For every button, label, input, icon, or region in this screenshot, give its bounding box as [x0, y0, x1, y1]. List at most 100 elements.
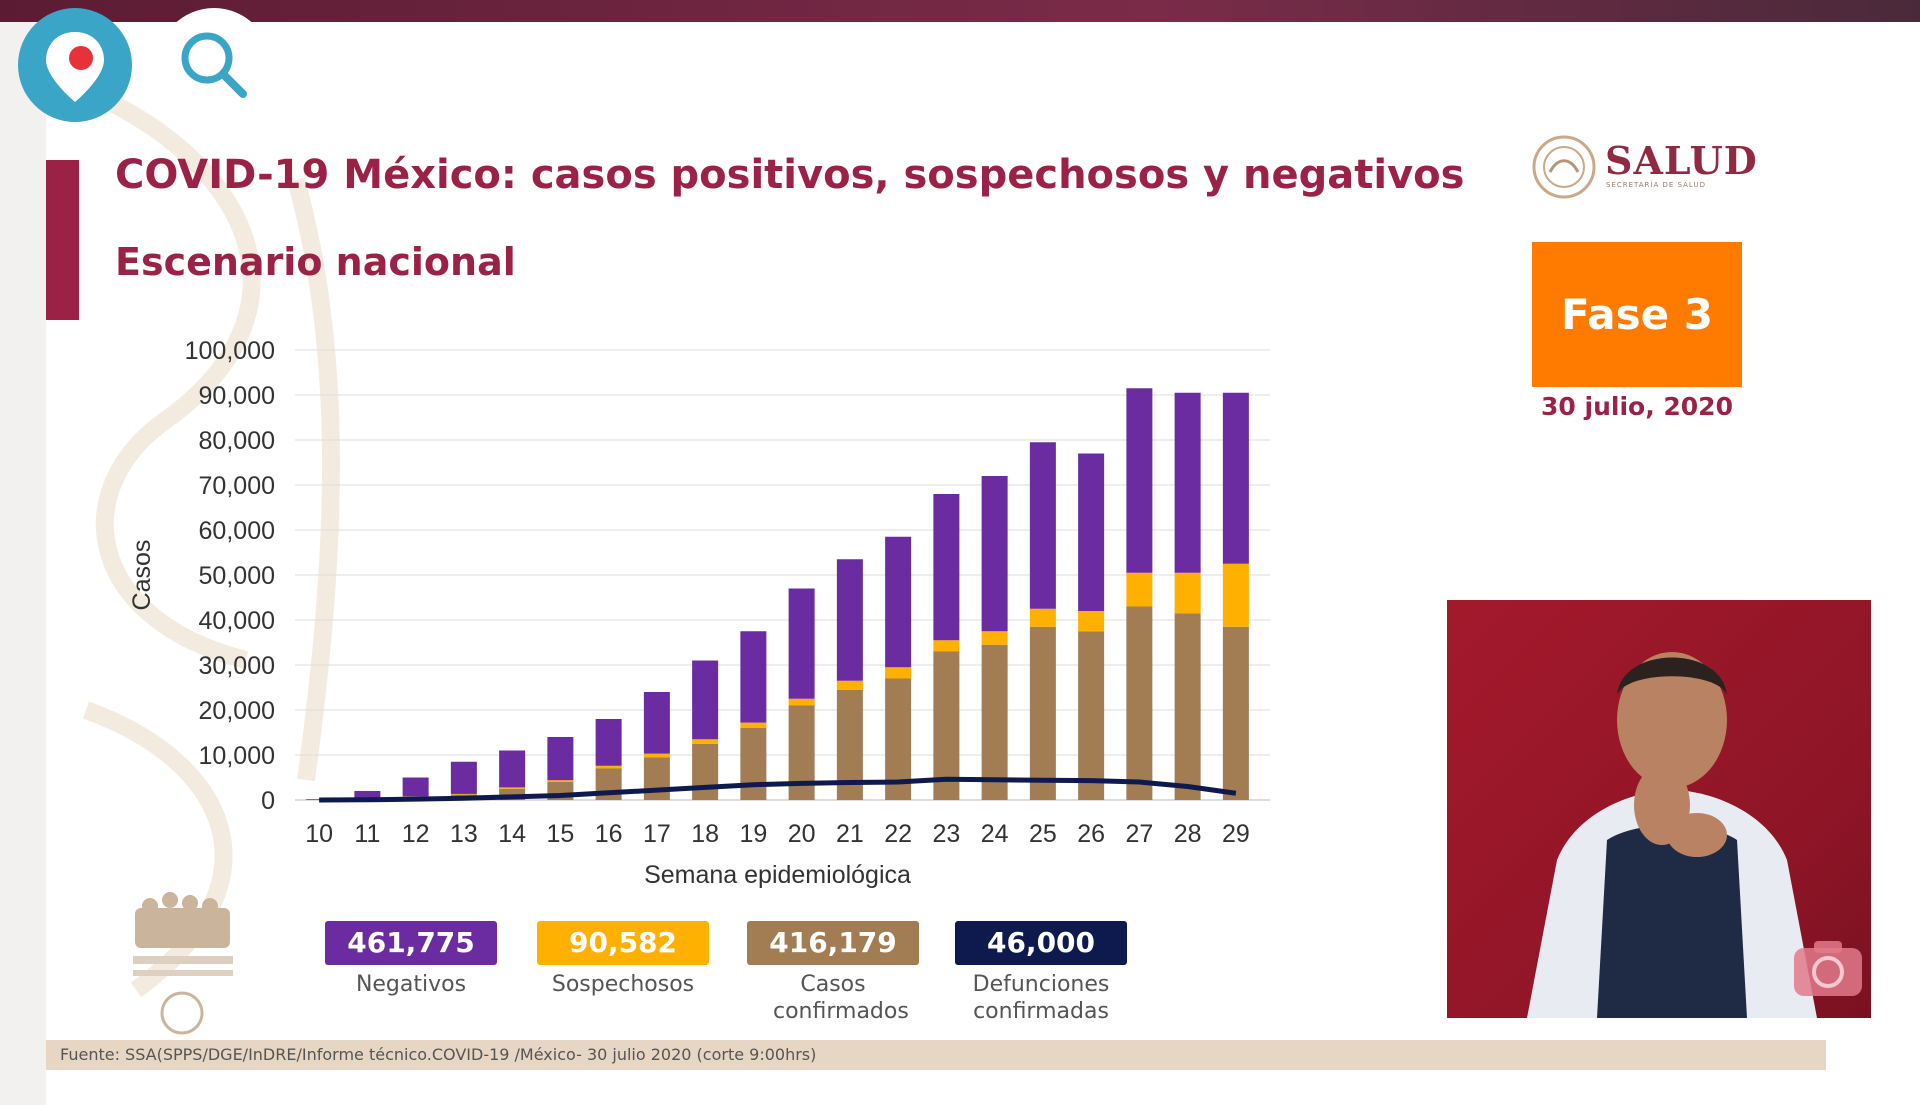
- bar-segment: [1126, 606, 1153, 800]
- salud-seal-icon: [1532, 135, 1596, 199]
- bar-segment: [1029, 608, 1056, 627]
- bar-segment: [933, 640, 960, 652]
- bar-segment: [643, 757, 670, 800]
- bar-segment: [740, 728, 767, 800]
- x-tick-label: 19: [739, 820, 767, 848]
- stat-sospechosos: 90,582 Sospechosos: [537, 921, 709, 998]
- sign-language-video: [1447, 600, 1871, 1018]
- bar-segment: [1222, 626, 1249, 800]
- bar-segment: [692, 743, 719, 800]
- bar-segment: [933, 494, 960, 641]
- bar-segment: [1029, 626, 1056, 800]
- interpreter-figure: [1527, 652, 1817, 1018]
- periscope-icon: [46, 32, 104, 102]
- bar-segment: [788, 698, 815, 706]
- stat-value: 461,775: [325, 921, 497, 965]
- salud-logo-subtext: SECRETARÍA DE SALUD: [1606, 181, 1706, 189]
- x-tick-label: 23: [932, 820, 960, 848]
- bar-segment: [595, 765, 622, 769]
- bar-segment: [692, 660, 719, 740]
- bar-segment: [885, 536, 912, 668]
- bar-segment: [402, 777, 429, 797]
- x-tick-label: 10: [305, 820, 333, 848]
- y-tick-label: 70,000: [199, 472, 275, 500]
- y-axis-label: Casos: [128, 540, 156, 611]
- bar-segment: [836, 680, 863, 690]
- phase-badge: Fase 3: [1532, 242, 1742, 387]
- bar-segment: [981, 631, 1008, 645]
- bar-segment: [1174, 392, 1201, 573]
- x-tick-label: 16: [595, 820, 623, 848]
- bar-segment: [643, 753, 670, 758]
- stat-defunciones: 46,000 Defunciones confirmadas: [955, 921, 1127, 1025]
- source-text: Fuente: SSA(SPPS/DGE/InDRE/Informe técni…: [60, 1045, 817, 1064]
- y-tick-label: 50,000: [199, 562, 275, 590]
- bar-segment: [885, 667, 912, 679]
- bar-segment: [1078, 631, 1105, 800]
- y-tick-label: 0: [261, 787, 275, 815]
- y-tick-label: 80,000: [199, 427, 275, 455]
- y-tick-label: 20,000: [199, 697, 275, 725]
- title-accent-bar: [46, 160, 79, 320]
- stat-confirmados: 416,179 Casos confirmados: [747, 921, 919, 1025]
- y-tick-label: 40,000: [199, 607, 275, 635]
- bar-segment: [1078, 611, 1105, 632]
- bar-segment: [499, 750, 526, 788]
- bar-segment: [547, 737, 574, 781]
- x-tick-label: 11: [354, 820, 380, 848]
- stat-value: 46,000: [955, 921, 1127, 965]
- bar-segment: [1174, 613, 1201, 800]
- bar-segment: [1029, 442, 1056, 609]
- x-tick-label: 24: [981, 820, 1009, 848]
- top-bar: [0, 0, 1920, 22]
- bar-segment: [354, 791, 381, 799]
- salud-logo-text: SALUD: [1605, 138, 1758, 183]
- x-tick-label: 25: [1029, 820, 1057, 848]
- stat-negativos: 461,775 Negativos: [325, 921, 497, 998]
- stat-label: Sospechosos: [551, 972, 695, 997]
- phase-label: Fase 3: [1561, 290, 1713, 339]
- bar-segment: [740, 631, 767, 723]
- bar-segment: [933, 651, 960, 800]
- stat-label: Negativos: [355, 972, 467, 997]
- y-tick-label: 100,000: [185, 337, 275, 365]
- x-tick-label: 15: [546, 820, 574, 848]
- x-tick-label: 26: [1077, 820, 1105, 848]
- stacked-bar-chart: 0 10,000 20,000 30,000 40,000 50,000 60,000 70,…: [128, 337, 1270, 889]
- page-subtitle: Escenario nacional: [115, 240, 516, 284]
- x-tick-label: 14: [498, 820, 526, 848]
- stat-label: Casos confirmados: [773, 972, 909, 1024]
- x-tick-label: 21: [836, 820, 864, 848]
- bar-segment: [981, 644, 1008, 800]
- bar-segment: [1078, 453, 1105, 611]
- stat-value: 416,179: [747, 921, 919, 965]
- x-tick-label: 27: [1125, 820, 1153, 848]
- x-tick-label: 13: [450, 820, 478, 848]
- source-bar: [46, 1040, 1826, 1070]
- bar-segment: [1174, 572, 1201, 614]
- bar-segment: [836, 559, 863, 681]
- bar-segment: [450, 761, 477, 794]
- bar-segment: [981, 476, 1008, 632]
- x-axis-label: Semana epidemiológica: [644, 861, 911, 889]
- bar-segment: [1126, 388, 1153, 573]
- bar-segment: [1222, 392, 1249, 564]
- x-tick-label: 18: [691, 820, 719, 848]
- report-date: 30 julio, 2020: [1541, 392, 1733, 421]
- bar-segment: [692, 739, 719, 744]
- camera-icon[interactable]: [1792, 938, 1864, 998]
- bar-segment: [595, 719, 622, 766]
- y-tick-label: 90,000: [199, 382, 275, 410]
- stat-label: Defunciones confirmadas: [972, 972, 1110, 1024]
- x-tick-label: 17: [643, 820, 671, 848]
- x-tick-label: 22: [884, 820, 912, 848]
- y-tick-label: 10,000: [199, 742, 275, 770]
- periscope-button[interactable]: [18, 8, 132, 122]
- search-button[interactable]: [157, 8, 271, 122]
- x-tick-label: 29: [1222, 820, 1250, 848]
- y-tick-label: 30,000: [199, 652, 275, 680]
- stat-value: 90,582: [537, 921, 709, 965]
- bar-segment: [643, 692, 670, 754]
- y-tick-label: 60,000: [199, 517, 275, 545]
- search-icon: [181, 32, 247, 98]
